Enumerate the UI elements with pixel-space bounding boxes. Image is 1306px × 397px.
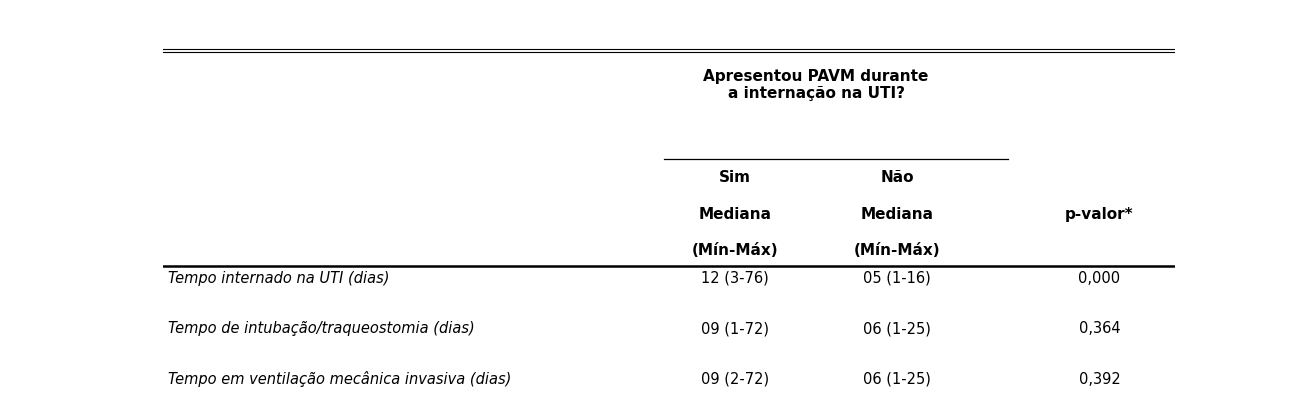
Text: 0,364: 0,364 bbox=[1079, 322, 1121, 336]
Text: Sim: Sim bbox=[720, 170, 751, 185]
Text: (Mín-Máx): (Mín-Máx) bbox=[692, 243, 778, 258]
Text: Não: Não bbox=[880, 170, 914, 185]
Text: 06 (1-25): 06 (1-25) bbox=[863, 322, 931, 336]
Text: p-valor*: p-valor* bbox=[1066, 206, 1134, 222]
Text: Tempo de intubação/traqueostomia (dias): Tempo de intubação/traqueostomia (dias) bbox=[168, 322, 475, 336]
Text: 12 (3-76): 12 (3-76) bbox=[701, 271, 769, 286]
Text: Mediana: Mediana bbox=[699, 206, 772, 222]
Text: 06 (1-25): 06 (1-25) bbox=[863, 372, 931, 387]
Text: Apresentou PAVM durante
a internação na UTI?: Apresentou PAVM durante a internação na … bbox=[704, 69, 929, 102]
Text: 0,392: 0,392 bbox=[1079, 372, 1121, 387]
Text: Mediana: Mediana bbox=[861, 206, 934, 222]
Text: 05 (1-16): 05 (1-16) bbox=[863, 271, 931, 286]
Text: Tempo internado na UTI (dias): Tempo internado na UTI (dias) bbox=[168, 271, 389, 286]
Text: 09 (1-72): 09 (1-72) bbox=[701, 322, 769, 336]
Text: Tempo em ventilação mecânica invasiva (dias): Tempo em ventilação mecânica invasiva (d… bbox=[168, 371, 512, 387]
Text: 09 (2-72): 09 (2-72) bbox=[701, 372, 769, 387]
Text: (Mín-Máx): (Mín-Máx) bbox=[854, 243, 940, 258]
Text: 0,000: 0,000 bbox=[1079, 271, 1121, 286]
